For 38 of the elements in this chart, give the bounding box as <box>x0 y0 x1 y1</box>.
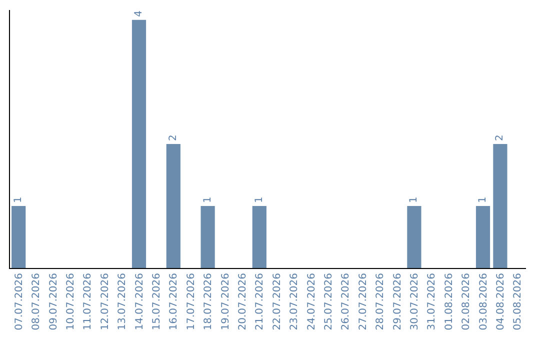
x-tick-label: 16.07.2026 <box>168 273 180 330</box>
data-label: 1 <box>202 196 214 203</box>
x-tick-label: 26.07.2026 <box>340 273 352 330</box>
data-label: 2 <box>168 134 179 141</box>
x-tick-label: 28.07.2026 <box>375 273 386 330</box>
x-tick-label: 02.08.2026 <box>461 273 472 330</box>
x-tick-label: 13.07.2026 <box>117 273 128 330</box>
x-tick-label: 29.07.2026 <box>392 273 404 330</box>
data-label: 1 <box>254 196 265 203</box>
data-label: 1 <box>478 196 488 203</box>
x-tick-label: 04.08.2026 <box>495 273 506 330</box>
x-tick-label: 23.07.2026 <box>289 273 300 330</box>
data-label: 4 <box>134 10 144 17</box>
x-tick-label: 31.07.2026 <box>426 273 438 330</box>
x-tick-label: 03.08.2026 <box>478 273 490 330</box>
x-tick-label: 27.07.2026 <box>358 273 369 330</box>
x-tick-label: 17.07.2026 <box>186 273 197 330</box>
x-tick-label: 30.07.2026 <box>409 273 420 330</box>
x-tick-label: 19.07.2026 <box>220 273 232 330</box>
x-tick-label: 05.08.2026 <box>512 273 524 330</box>
x-tick-label: 14.07.2026 <box>134 273 146 330</box>
x-tick-label: 11.07.2026 <box>82 273 94 330</box>
x-tick-label: 15.07.2026 <box>151 273 162 330</box>
x-tick-label: 20.07.2026 <box>237 273 248 330</box>
x-tick-label: 01.08.2026 <box>444 273 455 330</box>
x-tick-label: 07.07.2026 <box>14 273 25 330</box>
x-tick-label: 22.07.2026 <box>272 273 283 330</box>
x-tick-label: 25.07.2026 <box>323 273 334 330</box>
x-tick-label: 21.07.2026 <box>254 273 266 330</box>
x-tick-label: 24.07.2026 <box>306 273 318 330</box>
data-label: 2 <box>494 134 506 141</box>
x-tick-label: 10.07.2026 <box>65 273 76 330</box>
x-tick-label: 09.07.2026 <box>48 273 60 330</box>
data-label: 1 <box>13 196 24 203</box>
x-tick-label: 18.07.2026 <box>203 273 214 330</box>
x-tick-label: 12.07.2026 <box>100 273 111 330</box>
x-tick-label: 08.07.2026 <box>31 273 42 330</box>
data-label: 1 <box>408 196 420 203</box>
